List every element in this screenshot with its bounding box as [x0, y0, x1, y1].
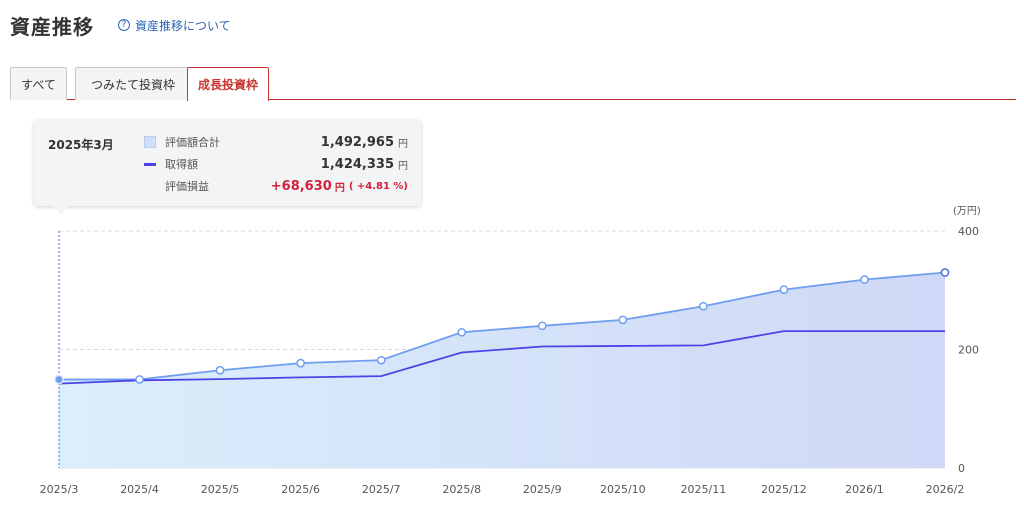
tooltip-row-valuation: 評価額合計 1,492,965 円 — [144, 133, 408, 151]
valuation-point — [457, 327, 467, 337]
valuation-unit: 円 — [398, 138, 408, 150]
x-tick-label: 2025/4 — [120, 483, 159, 496]
help-link[interactable]: ? 資産推移について — [118, 17, 231, 34]
tab-bar: すべて つみたて投資枠 成長投資枠 — [10, 67, 1016, 101]
valuation-point — [699, 301, 708, 311]
tooltip-date: 2025年3月 — [48, 138, 114, 152]
question-circle-icon: ? — [118, 19, 130, 31]
cost-label: 取得額 — [165, 158, 198, 171]
x-tick-label: 2025/10 — [600, 483, 646, 496]
tab-tsumitate[interactable]: つみたて投資枠 — [75, 67, 191, 100]
x-tick-label: 2026/2 — [926, 483, 965, 496]
valuation-value: 1,492,965 — [320, 134, 394, 150]
tooltip-row-gain: 評価損益 +68,630 円 ( +4.81 %) — [144, 177, 408, 195]
gain-percent: ( +4.81 %) — [348, 180, 408, 192]
tooltip-row-cost: 取得額 1,424,335 円 — [144, 155, 408, 173]
x-tick-label: 2026/1 — [845, 483, 884, 496]
tab-all[interactable]: すべて — [10, 67, 67, 100]
valuation-swatch-icon — [144, 136, 156, 148]
x-tick-label: 2025/9 — [523, 483, 562, 496]
valuation-point — [296, 358, 305, 368]
valuation-point — [940, 268, 950, 277]
chart-tooltip: 2025年3月 評価額合計 1,492,965 円 取得額 1,424,335 … — [34, 120, 421, 214]
cost-swatch-icon — [144, 162, 156, 166]
help-link-label: 資産推移について — [135, 18, 231, 33]
x-tick-label: 2025/8 — [442, 483, 481, 496]
page-title: 資産推移 — [10, 14, 94, 39]
cost-unit: 円 — [398, 160, 408, 172]
y-tick-label: 0 — [958, 462, 965, 475]
cost-line — [58, 330, 945, 385]
y-tick-label: 400 — [958, 225, 979, 238]
x-tick-label: 2025/12 — [761, 483, 807, 496]
y-unit-label: (万円) — [953, 206, 981, 217]
valuation-point — [215, 365, 225, 375]
valuation-point — [135, 375, 144, 384]
gain-label: 評価損益 — [165, 180, 209, 193]
valuation-point — [376, 355, 386, 365]
cost-value: 1,424,335 — [320, 156, 394, 172]
x-tick-label: 2025/7 — [362, 483, 401, 496]
x-tick-label: 2025/6 — [281, 483, 320, 496]
valuation-area — [59, 272, 945, 468]
valuation-point — [54, 374, 64, 385]
x-tick-label: 2025/5 — [201, 483, 240, 496]
x-tick-label: 2025/3 — [40, 483, 79, 496]
valuation-point — [537, 321, 547, 331]
valuation-label: 評価額合計 — [165, 136, 220, 149]
tab-growth[interactable]: 成長投資枠 — [187, 67, 269, 101]
header: 資産推移 ? 資産推移について — [10, 10, 231, 40]
gain-value: +68,630 — [270, 178, 332, 194]
gain-unit: 円 — [334, 182, 345, 194]
valuation-point — [779, 285, 789, 295]
y-tick-label: 200 — [958, 344, 979, 357]
x-tick-label: 2025/11 — [681, 483, 727, 496]
valuation-line — [58, 271, 946, 381]
valuation-point — [618, 315, 628, 325]
valuation-point — [860, 275, 869, 284]
